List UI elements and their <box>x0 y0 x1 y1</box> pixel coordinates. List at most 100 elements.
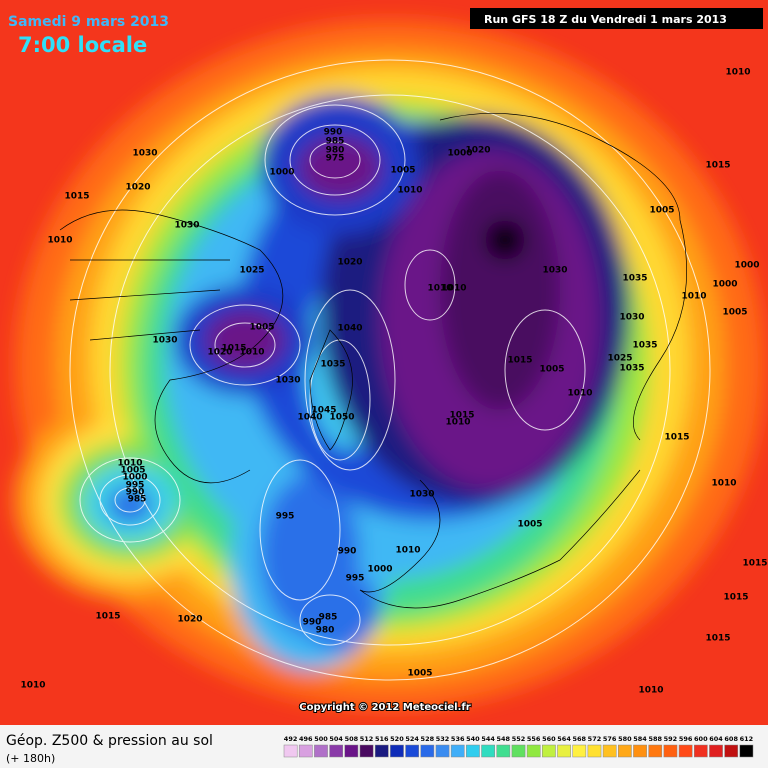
isobar-label: 1030 <box>619 313 644 323</box>
colorbar-label: 500 <box>314 735 328 743</box>
isobar-label: 1030 <box>275 376 300 386</box>
isobar-label: 1005 <box>249 323 274 333</box>
colorbar-label: 520 <box>390 735 404 743</box>
colorbar-label: 560 <box>542 735 556 743</box>
colorbar-label: 540 <box>466 735 480 743</box>
isobar-label: 1035 <box>320 360 345 370</box>
isobar-label: 1010 <box>20 681 45 691</box>
colorbar-swatch <box>298 744 313 758</box>
colorbar-swatch <box>511 744 526 758</box>
isobar-label: 1000 <box>367 565 392 575</box>
colorbar-swatch <box>648 744 663 758</box>
run-box <box>470 8 763 29</box>
colorbar-swatch <box>572 744 587 758</box>
isobar-label: 1010 <box>117 459 142 469</box>
colorbar-swatch <box>739 744 754 758</box>
isobar-label: 1025 <box>607 354 632 364</box>
isobar-label: 1035 <box>619 364 644 374</box>
isobar-label: 995 <box>126 481 145 491</box>
colorbar-label: 608 <box>724 735 738 743</box>
geopotential-field <box>0 0 768 725</box>
isobar-label: 1005 <box>120 466 145 476</box>
isobar-label: 1015 <box>449 411 474 421</box>
isobar-label: 1025 <box>239 266 264 276</box>
colorbar-label: 512 <box>360 735 374 743</box>
isobar-label: 1010 <box>725 68 750 78</box>
isobar-label: 1035 <box>622 274 647 284</box>
isobar-label: 990 <box>126 488 145 498</box>
isobar-label: 1050 <box>329 413 354 423</box>
isobar-label: 1020 <box>207 348 232 358</box>
colorbar-swatch <box>435 744 450 758</box>
isobar-label: 1010 <box>441 284 466 294</box>
isobar-label: 1000 <box>447 149 472 159</box>
coastlines <box>59 113 687 609</box>
colorbar-label: 612 <box>740 735 754 743</box>
isobar-label: 1005 <box>722 308 747 318</box>
isobar-label: 1030 <box>409 490 434 500</box>
isobar-label: 1010 <box>239 348 264 358</box>
isobar-label: 1005 <box>407 669 432 679</box>
isobar-lines <box>69 59 711 681</box>
time: 7:00 locale <box>18 33 147 57</box>
isobar-label: 1015 <box>221 344 246 354</box>
colorbar-swatch <box>283 744 298 758</box>
isobar-label: 1010 <box>397 186 422 196</box>
isobar-label: 1000 <box>269 168 294 178</box>
colorbar-label: 604 <box>709 735 723 743</box>
isobar-label: 1005 <box>517 520 542 530</box>
colorbar-swatch <box>709 744 723 758</box>
colorbar-label: 592 <box>664 735 678 743</box>
isobar-label: 1005 <box>539 365 564 375</box>
colorbar-label: 496 <box>299 735 313 743</box>
isobar-label: 1010 <box>567 389 592 399</box>
isobar-label: 990 <box>324 128 343 138</box>
isobar-label: 1005 <box>390 166 415 176</box>
colorbar-swatch <box>314 744 328 758</box>
isobar-label: 1010 <box>47 236 72 246</box>
isobar-label: 1040 <box>337 324 362 334</box>
colorbar-label: 544 <box>481 735 495 743</box>
colorbar-label: 504 <box>329 735 343 743</box>
isobar-label: 1015 <box>705 634 730 644</box>
isobar-label: 985 <box>128 495 147 505</box>
colorbar-label: 516 <box>375 735 389 743</box>
colorbar-label: 584 <box>633 735 647 743</box>
isobar-label: 1010 <box>638 686 663 696</box>
date: Samedi 9 mars 2013 <box>8 14 169 30</box>
isobar-label: 1015 <box>664 433 689 443</box>
colorbar-swatch <box>390 744 404 758</box>
colorbar-swatch <box>587 744 602 758</box>
colorbar-swatch <box>450 744 465 758</box>
colorbar-swatch <box>466 744 480 758</box>
isobar-label: 985 <box>319 613 338 623</box>
colorbar: 492 496 500 504 508 512 516 520 524 528 532 536 540 5… <box>283 735 754 758</box>
colorbar-swatch <box>542 744 556 758</box>
isobar-label: 1010 <box>395 546 420 556</box>
colorbar-swatch <box>557 744 571 758</box>
isobar-label: 1030 <box>542 266 567 276</box>
colorbar-label: 580 <box>618 735 632 743</box>
isobar-label: 1020 <box>125 183 150 193</box>
isobar-label: 1020 <box>337 258 362 268</box>
isobar-label: 990 <box>303 618 322 628</box>
isobar-label: 1035 <box>632 341 657 351</box>
isobar-label: 1030 <box>174 221 199 231</box>
colorbar-swatch <box>496 744 511 758</box>
isobar-label: 1000 <box>734 261 759 271</box>
colorbar-label: 596 <box>679 735 693 743</box>
colorbar-label: 536 <box>451 735 465 743</box>
isobar-label: 1015 <box>64 192 89 202</box>
isobar-label: 1010 <box>445 418 470 428</box>
colorbar-label: 524 <box>405 735 419 743</box>
colorbar-swatch <box>724 744 739 758</box>
colorbar-swatch <box>420 744 435 758</box>
isobar-label: 1040 <box>297 413 322 423</box>
colorbar-label: 568 <box>572 735 586 743</box>
isobar-label: 1005 <box>649 206 674 216</box>
colorbar-swatch <box>633 744 647 758</box>
isobar-label: 1015 <box>507 356 532 366</box>
colorbar-label: 548 <box>497 735 511 743</box>
legend-lead: (+ 180h) <box>6 752 55 765</box>
